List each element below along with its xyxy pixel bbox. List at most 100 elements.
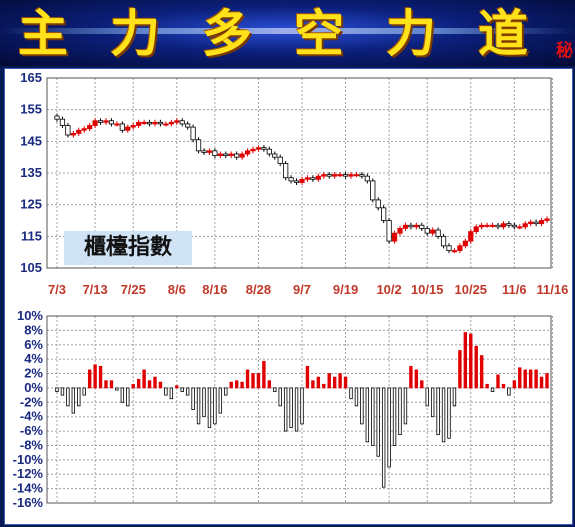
candle <box>108 120 115 125</box>
candle <box>337 174 343 177</box>
candle <box>511 224 517 228</box>
bar <box>82 387 86 396</box>
bar <box>343 376 348 389</box>
y-tick-label: -8% <box>20 437 44 452</box>
bar <box>436 387 440 436</box>
bar <box>425 387 429 407</box>
candle <box>370 180 376 201</box>
x-date-label: 8/28 <box>246 282 271 297</box>
bar <box>414 369 419 389</box>
bar <box>131 383 135 389</box>
bar <box>496 374 500 389</box>
bar <box>316 376 321 389</box>
candle <box>59 118 66 126</box>
bar <box>300 387 304 425</box>
bar <box>338 373 342 389</box>
bar <box>349 387 353 400</box>
candle <box>179 120 185 125</box>
candle <box>152 121 158 125</box>
candle <box>141 121 147 124</box>
banner-glow <box>0 28 575 34</box>
candle <box>114 123 120 126</box>
y-tick-label: 135 <box>20 165 42 180</box>
bar <box>202 387 206 418</box>
y-tick-label: 8% <box>24 322 43 337</box>
candle <box>424 228 430 234</box>
bar <box>447 387 451 439</box>
x-date-label: 10/15 <box>411 282 444 297</box>
candle <box>103 120 109 123</box>
x-date-label: 7/25 <box>121 282 146 297</box>
candle <box>435 229 441 237</box>
candle <box>397 228 403 234</box>
candle <box>272 153 278 158</box>
candle <box>386 220 392 242</box>
bar <box>104 380 108 389</box>
bar <box>229 381 233 389</box>
bar <box>490 387 495 392</box>
candle <box>321 174 327 177</box>
candle <box>136 121 142 126</box>
candle <box>517 226 523 229</box>
bar <box>142 369 146 389</box>
candle <box>473 226 479 232</box>
candle <box>304 177 311 180</box>
x-date-label: 11/16 <box>537 282 569 297</box>
bar <box>55 387 59 392</box>
bar <box>267 380 272 389</box>
bar <box>147 380 152 389</box>
candle <box>538 220 545 225</box>
bar <box>87 369 92 389</box>
bar <box>240 381 244 389</box>
bar <box>392 387 397 446</box>
bar <box>245 369 250 389</box>
bar <box>93 364 97 389</box>
x-date-label: 11/6 <box>502 282 527 297</box>
title-char: 力 <box>386 4 436 63</box>
y-tick-label: 145 <box>20 133 42 148</box>
bar <box>256 373 261 389</box>
candle <box>413 224 419 228</box>
candle <box>244 150 251 155</box>
title-char: 道 <box>478 4 528 63</box>
candle <box>375 199 381 209</box>
bar <box>463 332 468 389</box>
index-label: 櫃檯指數 <box>64 231 192 265</box>
candle <box>130 125 136 128</box>
bar <box>180 387 184 392</box>
bar <box>365 387 370 443</box>
candle <box>228 153 234 156</box>
candle <box>353 174 360 177</box>
candle <box>468 231 474 242</box>
bar <box>218 387 223 414</box>
price-plot-frame <box>46 77 552 269</box>
candle <box>87 125 93 130</box>
y-tick-label: 105 <box>20 260 42 275</box>
x-date-label: 9/19 <box>333 282 358 297</box>
candle <box>408 224 414 228</box>
bar <box>539 376 544 389</box>
bar <box>327 373 331 389</box>
candle <box>174 120 180 123</box>
candle <box>234 153 240 158</box>
title-char: 力 <box>110 4 160 63</box>
y-tick-label: 4% <box>24 351 43 366</box>
bar <box>512 380 517 389</box>
bar <box>528 369 533 389</box>
candle <box>462 240 468 247</box>
bar <box>169 387 174 400</box>
candle <box>484 224 490 227</box>
y-tick-label: -6% <box>20 423 44 438</box>
bar <box>66 387 70 407</box>
candle <box>217 153 223 156</box>
x-date-label: 8/16 <box>202 282 227 297</box>
bar <box>458 350 462 389</box>
bar-plot-frame <box>46 315 552 504</box>
bar <box>120 387 125 403</box>
candle <box>119 123 125 131</box>
bar <box>354 387 359 407</box>
bar <box>322 383 326 389</box>
y-tick-label: 2% <box>24 366 43 381</box>
candle <box>446 245 452 251</box>
